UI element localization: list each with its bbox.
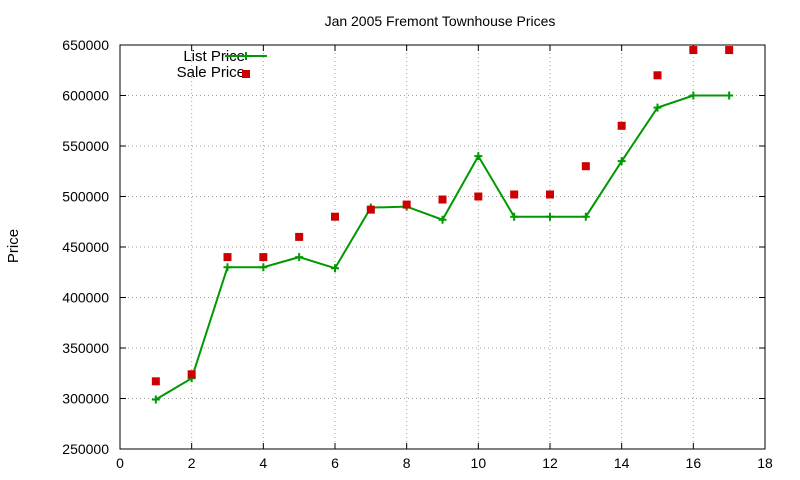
list-price-point — [725, 91, 734, 100]
sale-price-point — [689, 46, 698, 55]
x-tick-label: 2 — [188, 455, 196, 471]
list-price-point — [151, 395, 160, 404]
list-price-point — [223, 263, 232, 272]
sale-price-point — [474, 192, 483, 201]
series — [151, 46, 734, 404]
tick-labels: 0 2 4 6 8 10 12 14 16 18 250000 300000 350000 400000 4… — [62, 37, 773, 471]
plot-frame — [119, 44, 766, 450]
sale-price-point — [295, 232, 304, 241]
legend-plus-marker — [242, 52, 250, 60]
x-tick-label: 0 — [116, 455, 124, 471]
sale-price-point — [366, 205, 375, 214]
legend-square-marker — [242, 70, 250, 78]
legend-label: List Price — [183, 48, 245, 65]
legend-label: Sale Price — [177, 64, 245, 81]
x-tick-label: 4 — [259, 455, 267, 471]
x-tick-label: 8 — [403, 455, 411, 471]
list-price-point — [331, 264, 339, 273]
list-price-point — [259, 263, 268, 272]
list-price-point — [653, 103, 662, 112]
sale-price-point — [581, 162, 590, 171]
series-sale-price — [151, 46, 734, 386]
x-tick-label: 12 — [542, 455, 558, 471]
sale-price-point — [259, 253, 268, 262]
y-tick-label: 300000 — [62, 391, 109, 407]
sale-price-point — [402, 200, 411, 209]
grid — [120, 45, 765, 449]
list-price-point — [617, 157, 626, 166]
list-price-point — [438, 215, 447, 224]
x-tick-label: 6 — [331, 455, 339, 471]
sale-price-point — [438, 195, 447, 204]
y-tick-label: 250000 — [62, 441, 109, 457]
list-price-point — [581, 212, 590, 221]
list-price-line — [155, 94, 730, 401]
x-tick-label: 16 — [686, 455, 702, 471]
x-tick-label: 14 — [614, 455, 630, 471]
y-tick-label: 500000 — [62, 189, 109, 205]
list-price-point — [546, 212, 554, 221]
sale-price-point — [510, 190, 519, 199]
sale-price-point — [223, 253, 232, 262]
y-tick-label: 650000 — [62, 37, 109, 53]
chart-title: Jan 2005 Fremont Townhouse Prices — [325, 13, 556, 29]
series-list-price — [151, 91, 734, 404]
sale-price-point — [725, 46, 734, 55]
sale-price-point — [187, 370, 196, 379]
x-tick-label: 10 — [471, 455, 487, 471]
x-tick-label: 18 — [757, 455, 773, 471]
y-tick-label: 600000 — [62, 88, 109, 104]
sale-price-point — [546, 190, 554, 199]
list-price-point — [689, 91, 698, 100]
y-tick-label: 350000 — [62, 340, 109, 356]
list-price-point — [474, 152, 483, 161]
sale-price-point — [151, 377, 160, 386]
sale-price-point — [617, 121, 626, 130]
sale-price-point — [653, 71, 662, 80]
y-tick-label: 550000 — [62, 138, 109, 154]
y-tick-label: 400000 — [62, 290, 109, 306]
sale-price-point — [331, 212, 339, 221]
y-axis-label: Price — [5, 229, 22, 263]
y-tick-label: 450000 — [62, 239, 109, 255]
list-price-point — [295, 253, 304, 262]
list-price-point — [510, 212, 519, 221]
